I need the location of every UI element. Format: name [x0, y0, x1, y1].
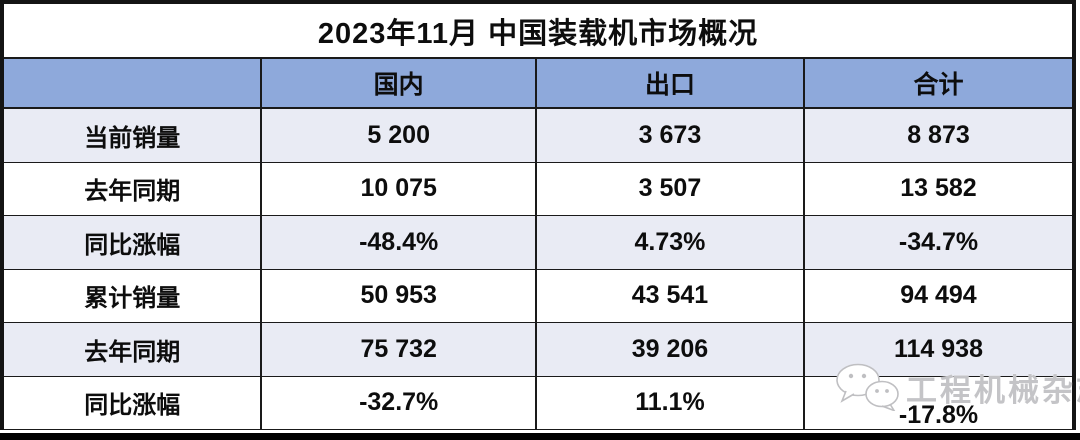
table-title-text: 2023年11月 中国装载机市场概况 — [317, 17, 759, 50]
value-cell: 5 200 — [262, 109, 537, 163]
row-label-last-year-same-period-cumulative: 去年同期 — [4, 323, 263, 377]
value-cell: -17.8% — [804, 376, 1072, 430]
table-frame: 2023年11月 中国装载机市场概况 国内 出口 合计 当前销量 5 200 3… — [0, 0, 1076, 430]
value-cell: -34.7% — [804, 216, 1072, 270]
value-cell: 3 673 — [536, 109, 805, 163]
table-title: 2023年11月 中国装载机市场概况 — [4, 4, 1072, 59]
value-cell: -48.4% — [262, 216, 537, 270]
row-label-cumulative-sales: 累计销量 — [4, 269, 263, 323]
row-label-yoy-change: 同比涨幅 — [4, 216, 263, 270]
header-cell-total: 合计 — [804, 59, 1072, 109]
value-cell: 13 582 — [804, 162, 1072, 216]
value-cell: 39 206 — [536, 323, 805, 377]
value-cell: 75 732 — [262, 323, 537, 377]
value-cell: 11.1% — [536, 376, 805, 430]
header-cell-domestic: 国内 — [262, 59, 537, 109]
value-cell: 114 938 — [804, 323, 1072, 377]
row-label-yoy-change-cumulative: 同比涨幅 — [4, 376, 263, 430]
header-cell-export: 出口 — [536, 59, 805, 109]
bottom-border-bar — [0, 433, 1080, 440]
value-cell: -32.7% — [262, 376, 537, 430]
header-cell-blank — [4, 59, 263, 109]
value-cell: 50 953 — [262, 269, 537, 323]
value-cell: 4.73% — [536, 216, 805, 270]
value-cell: 8 873 — [804, 109, 1072, 163]
row-label-last-year-same-period: 去年同期 — [4, 162, 263, 216]
row-label-current-sales: 当前销量 — [4, 109, 263, 163]
market-table: 国内 出口 合计 当前销量 5 200 3 673 8 873 去年同期 10 … — [4, 59, 1072, 430]
value-cell: 94 494 — [804, 269, 1072, 323]
value-cell: 43 541 — [536, 269, 805, 323]
value-cell: 10 075 — [262, 162, 537, 216]
value-cell: 3 507 — [536, 162, 805, 216]
value-cell-offset-text: -17.8% — [898, 401, 979, 430]
